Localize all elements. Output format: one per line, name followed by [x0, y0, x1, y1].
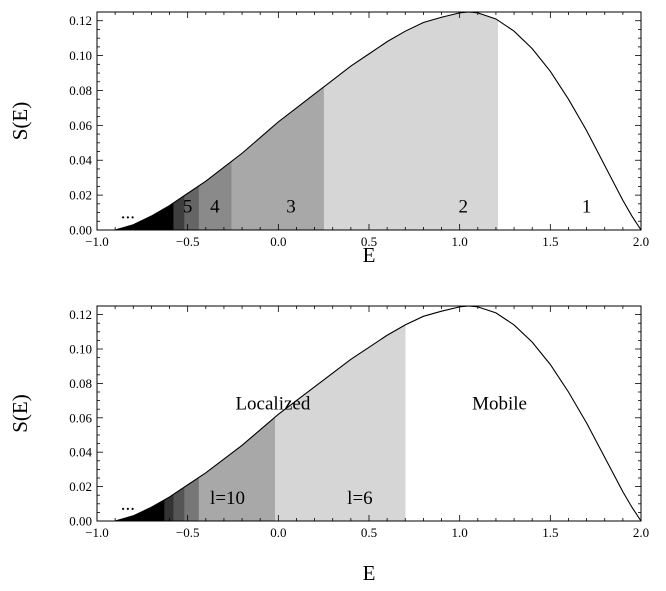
chart2-ytick-label: 0.00 — [69, 514, 92, 529]
chart2-ytick-label: 0.12 — [69, 307, 92, 322]
chart1-xtick-label: 1.5 — [542, 234, 558, 249]
chart1-band-label-2: 2 — [459, 197, 469, 218]
chart2-ytick-label: 0.06 — [69, 410, 92, 425]
chart1-xtick-label: −1.0 — [85, 234, 109, 249]
chart2-ytick-label: 0.10 — [69, 342, 92, 357]
chart1-ytick-label: 0.10 — [69, 48, 92, 63]
chart1-xtick-label: 1.0 — [452, 234, 468, 249]
chart1-band-label-4: 4 — [210, 197, 220, 218]
chart1-band-3 — [230, 86, 324, 231]
chart2-band-5 — [172, 486, 185, 522]
chart1-ytick-label: 0.04 — [69, 153, 92, 168]
chart1-band-2 — [323, 11, 498, 231]
chart1-xtick-label: 2.0 — [633, 234, 649, 249]
chart2-band-6 — [163, 494, 174, 522]
chart1-ellipsis: ... — [121, 203, 135, 224]
chart2-y-axis-title: S(E) — [8, 394, 32, 433]
chart1-xtick-label: −0.5 — [176, 234, 200, 249]
chart2-band-4 — [183, 477, 199, 522]
chart2-x-axis-title: E — [363, 561, 376, 585]
chart1-ytick-label: 0.08 — [69, 83, 92, 98]
chart1-xtick-label: 0.0 — [270, 234, 286, 249]
chart2-band-2 — [274, 324, 406, 522]
chart1-xtick-label: 0.5 — [361, 234, 377, 249]
chart1-x-axis-title: E — [363, 243, 376, 267]
chart2-xtick-label: −0.5 — [176, 525, 200, 540]
chart1-ytick-label: 0.12 — [69, 13, 92, 28]
chart1-ytick-label: 0.00 — [69, 223, 92, 238]
chart1-band-1 — [497, 19, 642, 231]
chart2-xtick-label: 1.0 — [452, 525, 468, 540]
chart1-band-label-3: 3 — [286, 197, 296, 218]
chart1-ytick-label: 0.06 — [69, 118, 92, 133]
chart1-y-axis-title: S(E) — [8, 102, 32, 141]
chart1-band-label-1: 1 — [582, 197, 592, 218]
chart2-ytick-label: 0.08 — [69, 376, 92, 391]
chart2-ellipsis: ... — [121, 494, 135, 515]
chart2-curve — [114, 305, 642, 522]
chart2-xtick-label: 0.5 — [361, 525, 377, 540]
chart2-xtick-label: 1.5 — [542, 525, 558, 540]
bottom-chart-panel: −1.0 −0.5 0.0 0.5 1.0 1.5 2.0 0.00 0.02 0.04 0.06 0… — [8, 305, 649, 585]
chart2-xtick-label: 2.0 — [633, 525, 649, 540]
chart2-annotation-2: Mobile — [472, 393, 527, 414]
chart2-ytick-label: 0.02 — [69, 479, 92, 494]
chart1-ytick-label: 0.02 — [69, 188, 92, 203]
top-chart-panel: −1.0 −0.5 0.0 0.5 1.0 1.5 2.0 0.00 0.02 0.04 0.06 0… — [8, 11, 649, 267]
chart2-xtick-label: 0.0 — [270, 525, 286, 540]
chart2-annotation-1: Localized — [235, 393, 310, 414]
chart2-ytick-label: 0.04 — [69, 445, 92, 460]
chart1-band-label-5: 5 — [183, 197, 193, 218]
chart2-xtick-label: −1.0 — [85, 525, 109, 540]
chart1-curve — [114, 11, 642, 231]
chart2-band-label-2: l=6 — [347, 488, 373, 509]
chart2-band-label-3: l=10 — [210, 488, 245, 509]
